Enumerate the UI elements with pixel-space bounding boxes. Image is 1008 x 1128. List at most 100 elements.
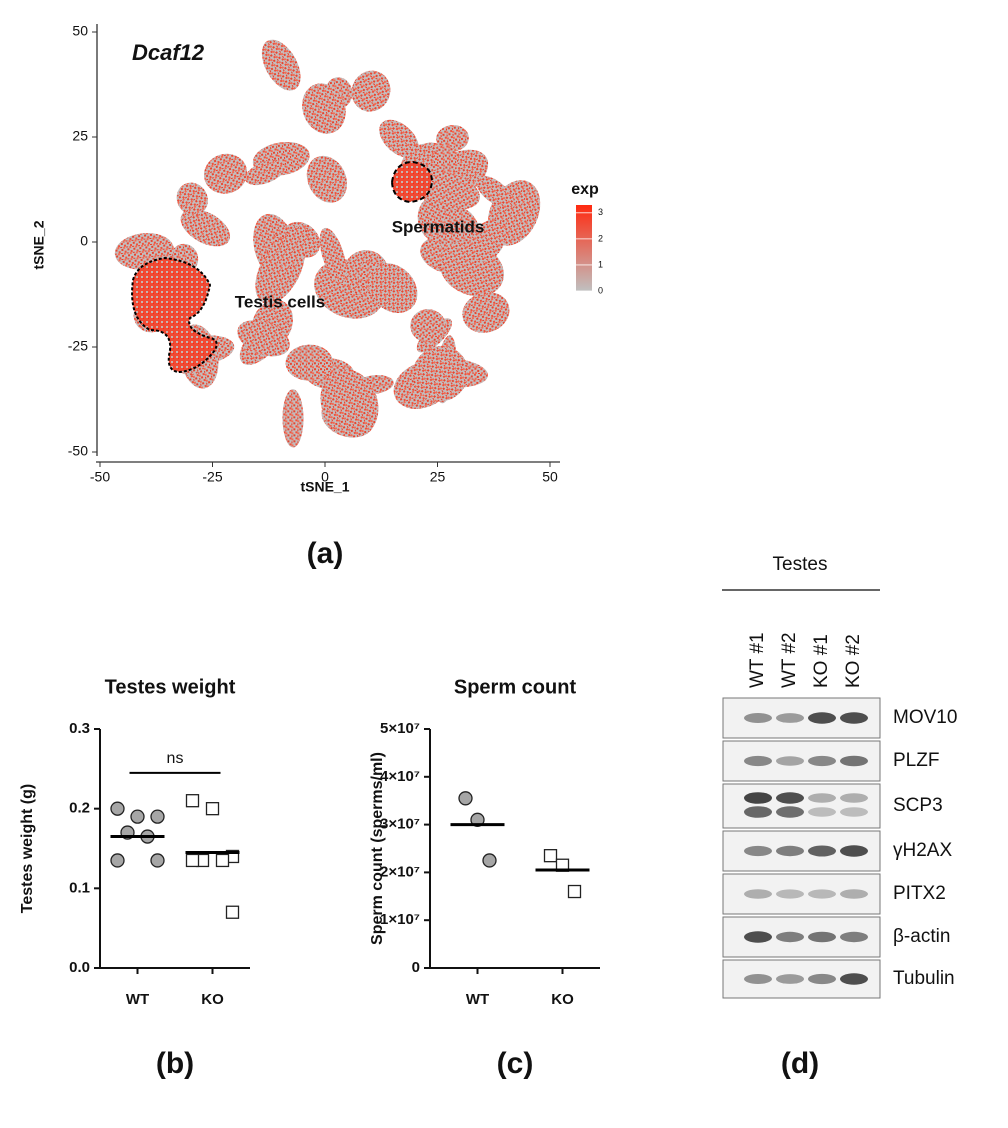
x-axis-label: tSNE_1: [300, 479, 349, 495]
cluster: [367, 263, 418, 314]
x-tick-label: KO: [551, 991, 574, 1008]
blot-band: [840, 807, 868, 817]
data-point: [205, 802, 220, 816]
y-tick-label: 4×10⁷: [380, 768, 420, 785]
testis-outline: [131, 256, 218, 374]
colorbar-tick-label: 1: [598, 259, 603, 269]
blot-box: [722, 873, 881, 915]
cluster: [462, 291, 510, 333]
blot: WT #1 WT #2 KO #1 KO #2 MOV10 PLZF SCP3 γH2AX PI…: [722, 632, 957, 999]
band-label: Tubulin: [893, 968, 955, 989]
x-tick-label: -25: [202, 469, 222, 485]
significance-label: ns: [167, 750, 184, 767]
cluster: [351, 70, 391, 112]
blot-band: [744, 755, 772, 767]
data-point: [150, 809, 165, 824]
data-point: [567, 884, 582, 899]
blot-band: [840, 931, 868, 943]
data-point: [482, 853, 497, 868]
y-tick-label: 25: [72, 128, 88, 144]
y-tick-label: 3×10⁷: [380, 816, 420, 833]
chart-title: Testes weight: [105, 676, 236, 698]
data-point: [150, 853, 165, 868]
cluster: [470, 219, 506, 262]
blot-band: [776, 889, 804, 899]
lane-label: WT #2: [779, 632, 800, 688]
panel-label: (b): [156, 1047, 194, 1080]
data-point: [543, 849, 558, 863]
cluster: [410, 309, 446, 343]
chart-title: Dcaf12: [132, 40, 205, 65]
blot-band: [808, 973, 836, 985]
band-label: γH2AX: [893, 840, 952, 861]
annotation: Testis cells: [235, 292, 325, 311]
blot-band: [840, 845, 868, 857]
x-tick-label: 0: [321, 469, 329, 485]
band-label: SCP3: [893, 795, 943, 816]
blot-band: [776, 806, 804, 818]
cluster: [245, 160, 286, 186]
cluster: [203, 153, 248, 194]
x-tick-label: 25: [430, 469, 446, 485]
cluster: [282, 389, 304, 448]
y-tick-label: 0: [80, 233, 88, 249]
blot-band: [744, 889, 772, 899]
band-label: β-actin: [893, 926, 950, 947]
cluster: [176, 182, 208, 216]
colorbar: [576, 205, 592, 291]
blot-band: [744, 792, 772, 804]
blot-title: Testes: [773, 554, 828, 575]
blot-band: [808, 845, 836, 857]
blot-band: [808, 889, 836, 899]
cluster: [278, 226, 309, 268]
blot-band: [776, 974, 804, 984]
cluster: [475, 175, 514, 209]
data-point: [215, 853, 230, 868]
data-point: [458, 791, 473, 806]
x-tick-label: WT: [466, 991, 489, 1008]
y-tick-label: 50: [72, 23, 88, 39]
blot-band: [808, 807, 836, 817]
y-axis-label: Sperm count (sperms/ml): [369, 752, 386, 945]
cluster: [306, 155, 348, 203]
chart-title: Sperm count: [454, 676, 577, 698]
cluster: [237, 320, 290, 357]
blot-band: [808, 755, 836, 767]
data-point: [225, 905, 240, 919]
x-tick-label: 50: [542, 469, 558, 485]
blot-band: [776, 756, 804, 766]
data-point: [130, 809, 145, 824]
cluster: [285, 344, 333, 381]
colorbar-title: exp: [571, 181, 599, 198]
blot-band: [808, 793, 836, 803]
x-tick-label: KO: [201, 991, 224, 1008]
y-tick-label: 0: [412, 959, 420, 976]
y-tick-label: -25: [68, 338, 88, 354]
y-tick-label: -50: [68, 443, 88, 459]
blot-band: [840, 755, 868, 767]
data-point: [110, 801, 125, 816]
cluster: [433, 145, 458, 174]
x-tick-label: WT: [126, 991, 149, 1008]
band-label: PLZF: [893, 750, 939, 771]
blot-band: [744, 974, 772, 984]
blot-band: [744, 713, 772, 723]
y-tick-label: 1×10⁷: [380, 911, 420, 928]
lane-label: KO #1: [811, 634, 832, 688]
y-tick-label: 0.1: [69, 879, 90, 896]
blot-band: [840, 793, 868, 803]
cluster: [319, 227, 347, 283]
blot-band: [776, 845, 804, 857]
blot-band: [840, 889, 868, 899]
data-point: [110, 853, 125, 868]
blot-band: [744, 806, 772, 818]
blot-band: [840, 973, 868, 985]
y-axis-label: tSNE_2: [31, 220, 47, 269]
data-point: [185, 794, 200, 808]
blot-band: [840, 712, 868, 724]
annotation: Spermatids: [392, 217, 485, 236]
y-tick-label: 0.0: [69, 959, 90, 976]
panel-label: (d): [781, 1047, 819, 1080]
panel-label: (c): [497, 1047, 534, 1080]
